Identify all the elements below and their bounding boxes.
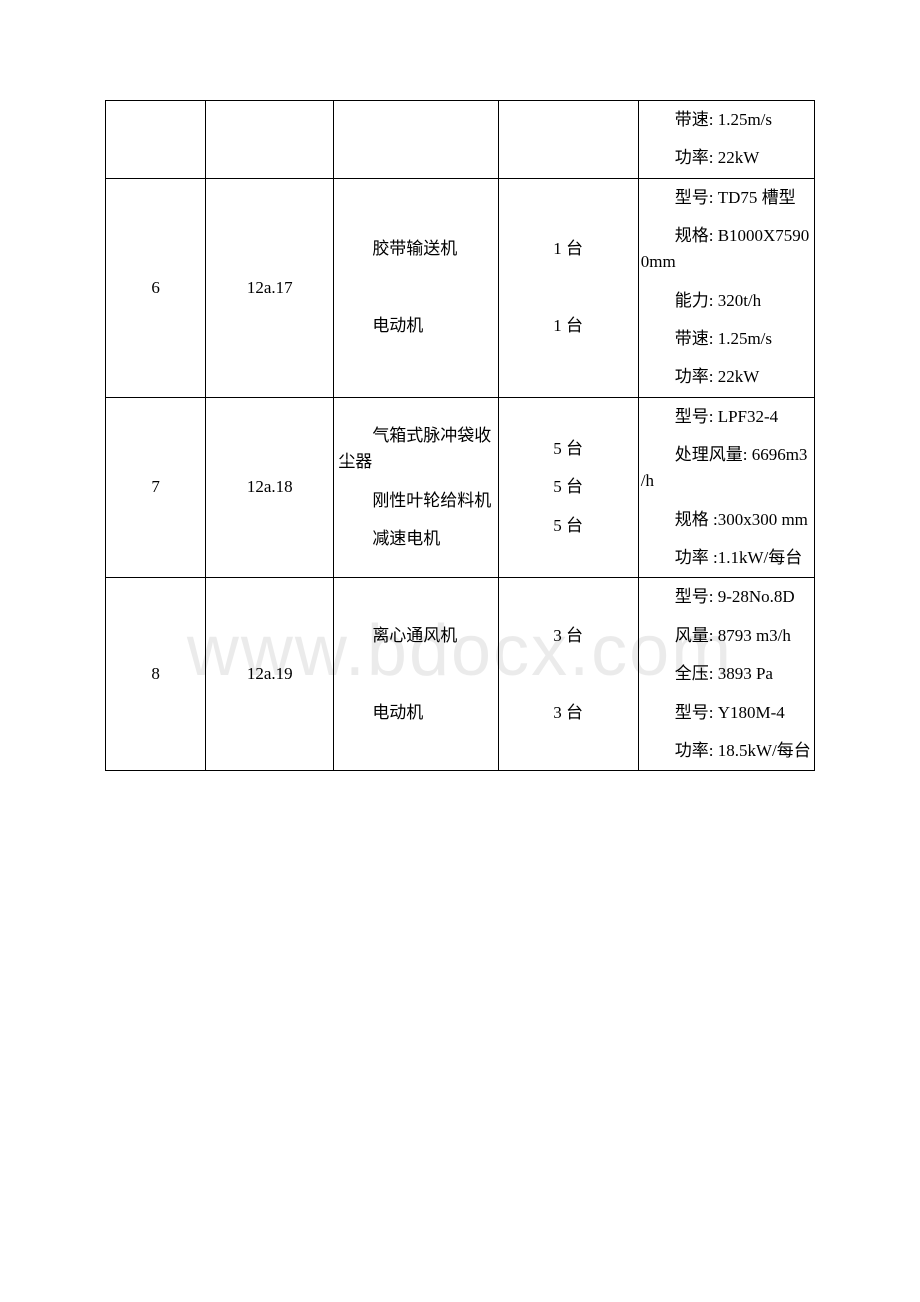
cell-text: 带速: 1.25m/s — [639, 101, 814, 139]
cell-text: 7 — [106, 468, 205, 506]
cell-text: 型号: LPF32-4 — [639, 398, 814, 436]
cell-text: 型号: Y180M-4 — [639, 694, 814, 732]
cell-text: 离心通风机 — [334, 617, 497, 655]
cell-text: 5 台 — [499, 468, 638, 506]
table-cell: 12a.17 — [206, 178, 334, 397]
table-cell: 12a.19 — [206, 578, 334, 771]
cell-text: 规格 :300x300 mm — [639, 501, 814, 539]
table-cell: 5 台5 台5 台 — [498, 397, 638, 578]
cell-text: 型号: TD75 槽型 — [639, 179, 814, 217]
cell-text: 刚性叶轮给料机 — [334, 482, 497, 520]
cell-text: 胶带输送机 — [334, 230, 497, 268]
table-cell: 气箱式脉冲袋收尘器刚性叶轮给料机减速电机 — [334, 397, 498, 578]
cell-text: 5 台 — [499, 507, 638, 545]
cell-text — [499, 269, 638, 307]
table-cell: 6 — [106, 178, 206, 397]
cell-text: 带速: 1.25m/s — [639, 320, 814, 358]
table-cell — [106, 101, 206, 179]
cell-text: 电动机 — [334, 694, 497, 732]
cell-text: 型号: 9-28No.8D — [639, 578, 814, 616]
cell-text: 电动机 — [334, 307, 497, 345]
cell-text: 功率 :1.1kW/每台 — [639, 539, 814, 577]
cell-text: 风量: 8793 m3/h — [639, 617, 814, 655]
cell-text: 12a.19 — [206, 655, 333, 693]
table-cell: 带速: 1.25m/s功率: 22kW — [638, 101, 814, 179]
cell-text: 能力: 320t/h — [639, 282, 814, 320]
cell-text — [334, 655, 497, 693]
cell-text: 规格: B1000X7590 0mm — [639, 217, 814, 282]
table-cell: 离心通风机 电动机 — [334, 578, 498, 771]
cell-text: 12a.18 — [206, 468, 333, 506]
table-cell: 胶带输送机 电动机 — [334, 178, 498, 397]
cell-text: 减速电机 — [334, 520, 497, 558]
table-cell: 3 台 3 台 — [498, 578, 638, 771]
cell-text: 全压: 3893 Pa — [639, 655, 814, 693]
cell-text: 3 台 — [499, 617, 638, 655]
cell-text: 1 台 — [499, 230, 638, 268]
table-cell — [498, 101, 638, 179]
table-cell — [206, 101, 334, 179]
cell-text: 功率: 22kW — [639, 139, 814, 177]
table-row: 712a.18气箱式脉冲袋收尘器刚性叶轮给料机减速电机5 台5 台5 台型号: … — [106, 397, 815, 578]
cell-text: 处理风量: 6696m3 /h — [639, 436, 814, 501]
table-cell: 型号: LPF32-4处理风量: 6696m3 /h规格 :300x300 mm… — [638, 397, 814, 578]
cell-text: 8 — [106, 655, 205, 693]
table-cell: 型号: 9-28No.8D风量: 8793 m3/h全压: 3893 Pa型号:… — [638, 578, 814, 771]
table-cell — [334, 101, 498, 179]
table-cell: 型号: TD75 槽型规格: B1000X7590 0mm能力: 320t/h带… — [638, 178, 814, 397]
table-cell: 7 — [106, 397, 206, 578]
cell-text: 5 台 — [499, 430, 638, 468]
cell-text: 功率: 22kW — [639, 358, 814, 396]
cell-text: 3 台 — [499, 694, 638, 732]
cell-text: 12a.17 — [206, 269, 333, 307]
table-row: 812a.19离心通风机 电动机3 台 3 台型号: 9-28No.8D风量: … — [106, 578, 815, 771]
table-row: 带速: 1.25m/s功率: 22kW — [106, 101, 815, 179]
table-row: 612a.17胶带输送机 电动机1 台 1 台型号: TD75 槽型规格: B1… — [106, 178, 815, 397]
cell-text: 1 台 — [499, 307, 638, 345]
table-cell: 1 台 1 台 — [498, 178, 638, 397]
equipment-table: 带速: 1.25m/s功率: 22kW612a.17胶带输送机 电动机1 台 1… — [105, 100, 815, 771]
cell-text: 功率: 18.5kW/每台 — [639, 732, 814, 770]
cell-text — [499, 655, 638, 693]
table-cell: 12a.18 — [206, 397, 334, 578]
table-cell: 8 — [106, 578, 206, 771]
cell-text — [334, 269, 497, 307]
cell-text: 气箱式脉冲袋收尘器 — [334, 417, 497, 482]
cell-text: 6 — [106, 269, 205, 307]
